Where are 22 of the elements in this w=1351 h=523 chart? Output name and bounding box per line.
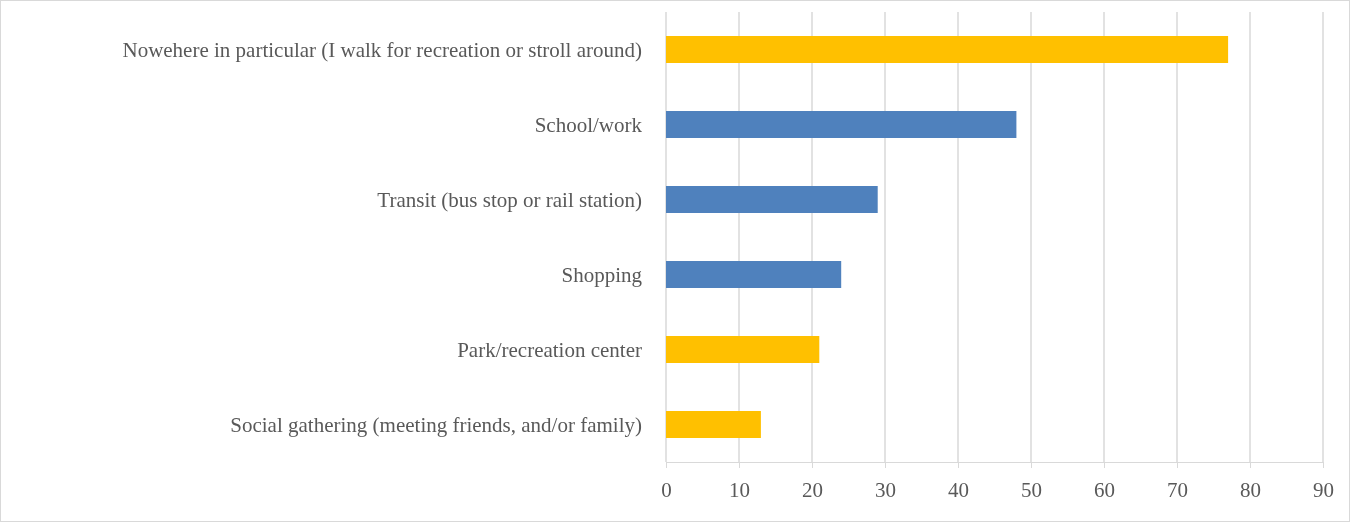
x-tick-label: 0 [661,477,672,502]
x-tick-label: 10 [729,477,750,502]
bar [666,36,1229,63]
y-tick-label: Park/recreation center [457,337,642,362]
x-tick-label: 20 [802,477,823,502]
bar [666,411,761,438]
y-tick-label: Shopping [561,262,643,287]
x-tick-label: 40 [948,477,969,502]
y-tick-label: Nowehere in particular (I walk for recreation or stroll around) [122,37,642,62]
x-tick-label: 70 [1167,477,1188,502]
bar [666,111,1017,138]
bar [666,186,878,213]
x-tick-label: 50 [1021,477,1042,502]
x-tick-label: 80 [1240,477,1261,502]
y-tick-label: Social gathering (meeting friends, and/or family) [230,412,642,437]
bar [666,336,820,363]
y-tick-label: Transit (bus stop or rail station) [377,187,642,212]
y-tick-label: School/work [534,112,643,137]
bar [666,261,842,288]
x-tick-label: 60 [1094,477,1115,502]
x-tick-label: 90 [1313,477,1334,502]
x-tick-label: 30 [875,477,896,502]
